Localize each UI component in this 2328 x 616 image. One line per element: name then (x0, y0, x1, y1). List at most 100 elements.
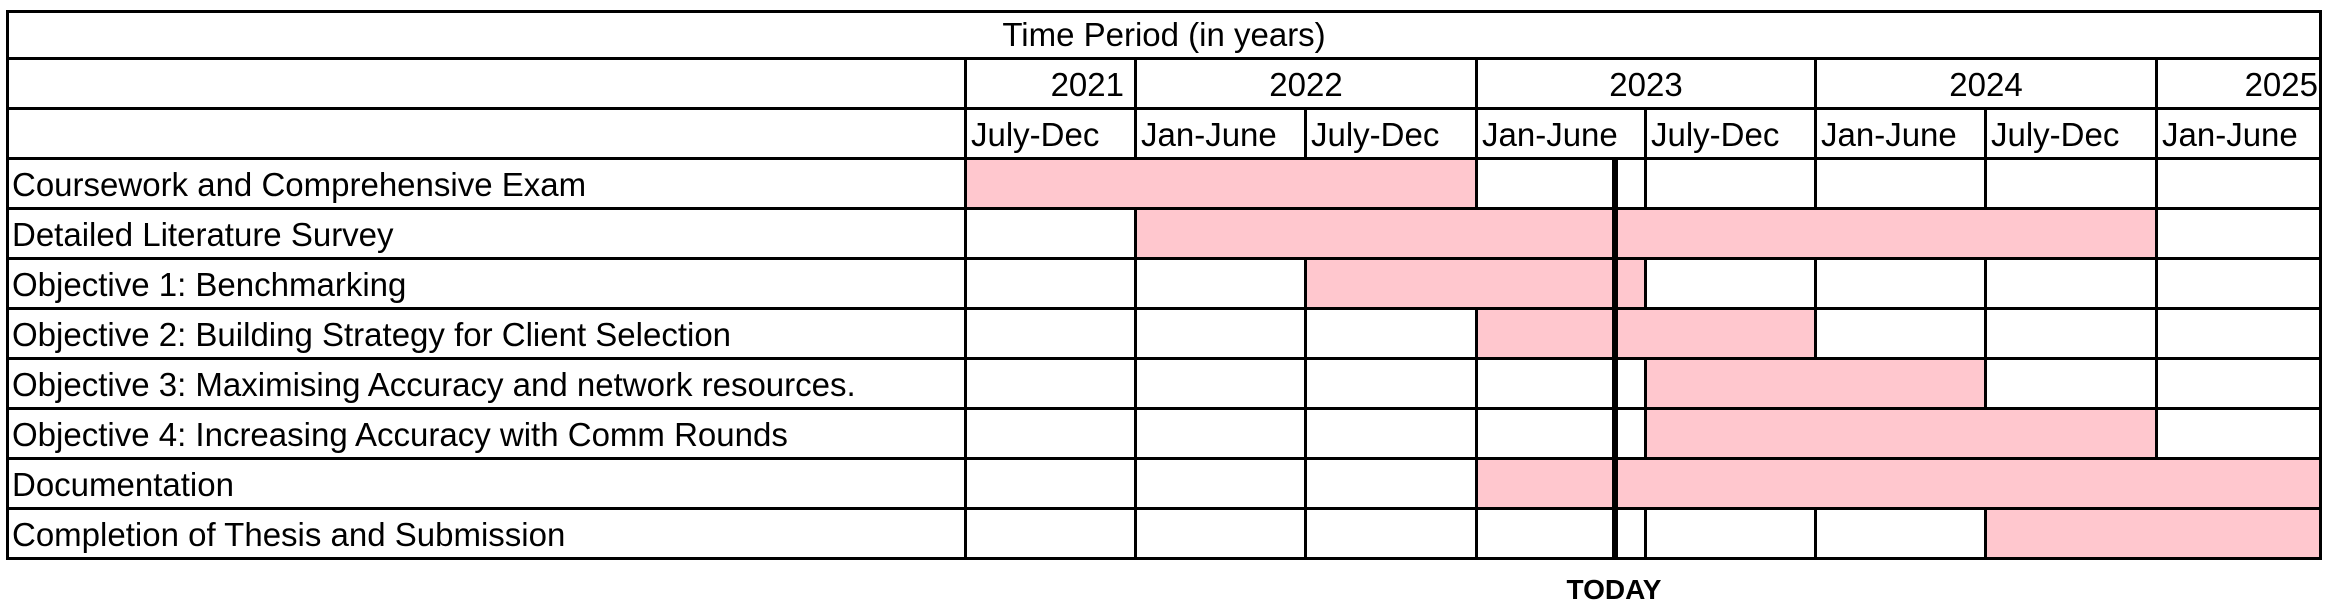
year-cell-2025: 2025 (2158, 60, 2322, 110)
period-label: Jan-June (1482, 116, 1618, 153)
year-row-blank-cell (6, 60, 967, 110)
empty-cell (967, 210, 1137, 260)
empty-cell (1137, 310, 1307, 360)
empty-cell (1817, 260, 1987, 310)
gantt-bar-segment (1987, 410, 2158, 460)
gantt-bar-segment (1137, 160, 1307, 210)
gantt-bar-segment (1478, 460, 1647, 510)
gantt-bar-segment (1987, 460, 2158, 510)
empty-cell (1647, 260, 1817, 310)
empty-cell (1307, 360, 1478, 410)
today-label: TODAY (1566, 574, 1662, 605)
task-label-cell: Objective 3: Maximising Accuracy and net… (6, 360, 967, 410)
period-row-blank-cell (6, 110, 967, 160)
task-label: Objective 1: Benchmarking (12, 266, 407, 303)
gantt-bar-segment (967, 160, 1137, 210)
task-label: Objective 3: Maximising Accuracy and net… (12, 366, 856, 403)
empty-cell (1137, 510, 1307, 560)
empty-cell (1478, 160, 1647, 210)
task-label: Detailed Literature Survey (12, 216, 394, 253)
gantt-bar-segment (1307, 210, 1478, 260)
period-cell: July-Dec (967, 110, 1137, 160)
period-cell: July-Dec (1307, 110, 1478, 160)
empty-cell (967, 360, 1137, 410)
period-cell: July-Dec (1647, 110, 1817, 160)
empty-cell (1137, 360, 1307, 410)
empty-cell (2158, 360, 2322, 410)
gantt-bar-segment (2158, 510, 2322, 560)
period-label: Jan-June (1821, 116, 1957, 153)
task-label-cell: Objective 2: Building Strategy for Clien… (6, 310, 967, 360)
empty-cell (1817, 310, 1987, 360)
task-label-cell: Completion of Thesis and Submission (6, 510, 967, 560)
task-label-cell: Objective 4: Increasing Accuracy with Co… (6, 410, 967, 460)
empty-cell (1478, 510, 1647, 560)
empty-cell (2158, 260, 2322, 310)
empty-cell (1987, 160, 2158, 210)
gantt-bar-segment (1647, 310, 1817, 360)
empty-cell (1137, 260, 1307, 310)
empty-cell (1137, 410, 1307, 460)
gantt-bar-segment (1647, 210, 1817, 260)
task-label: Completion of Thesis and Submission (12, 516, 566, 553)
empty-cell (1307, 460, 1478, 510)
header-title: Time Period (in years) (1002, 16, 1326, 53)
gantt-bar-segment (1817, 460, 1987, 510)
empty-cell (967, 260, 1137, 310)
year-cell-2024: 2024 (1817, 60, 2158, 110)
gantt-bar-segment (1137, 210, 1307, 260)
task-label: Objective 4: Increasing Accuracy with Co… (12, 416, 788, 453)
year-cell-2021: 2021 (967, 60, 1137, 110)
period-label: July-Dec (1651, 116, 1780, 153)
year-label: 2021 (1050, 66, 1124, 103)
task-label-cell: Documentation (6, 460, 967, 510)
empty-cell (1987, 260, 2158, 310)
gantt-bar-segment (1307, 160, 1478, 210)
period-cell: Jan-June (1817, 110, 1987, 160)
task-label: Documentation (12, 466, 234, 503)
empty-cell (1307, 510, 1478, 560)
period-label: July-Dec (1311, 116, 1440, 153)
empty-cell (967, 510, 1137, 560)
period-cell: Jan-June (2158, 110, 2322, 160)
empty-cell (967, 460, 1137, 510)
empty-cell (1647, 510, 1817, 560)
gantt-chart: Time Period (in years) 2021 2022 2023 2024 20… (6, 10, 2322, 560)
gantt-bar-segment (1647, 410, 1817, 460)
gantt-bar-segment (1647, 460, 1817, 510)
gantt-bar-segment (1307, 260, 1478, 310)
empty-cell (1647, 160, 1817, 210)
task-label: Coursework and Comprehensive Exam (12, 166, 587, 203)
period-cell: July-Dec (1987, 110, 2158, 160)
year-label: 2024 (1949, 66, 2023, 103)
task-label-cell: Objective 1: Benchmarking (6, 260, 967, 310)
empty-cell (2158, 160, 2322, 210)
year-cell-2022: 2022 (1137, 60, 1478, 110)
empty-cell (1137, 460, 1307, 510)
period-label: Jan-June (2162, 116, 2298, 153)
task-label: Objective 2: Building Strategy for Clien… (12, 316, 732, 353)
empty-cell (1307, 310, 1478, 360)
gantt-bar-segment (1647, 360, 1817, 410)
gantt-bar-segment (1817, 210, 1987, 260)
empty-cell (1817, 160, 1987, 210)
year-label: 2025 (2244, 66, 2318, 103)
period-label: July-Dec (971, 116, 1100, 153)
gantt-bar-segment (1817, 410, 1987, 460)
empty-cell (1817, 510, 1987, 560)
empty-cell (2158, 310, 2322, 360)
gantt-bar-segment (1478, 310, 1647, 360)
year-cell-2023: 2023 (1478, 60, 1817, 110)
empty-cell (1987, 360, 2158, 410)
gantt-bar-segment (1987, 510, 2158, 560)
gantt-bar-segment (1987, 210, 2158, 260)
gantt-bar-segment (1478, 210, 1647, 260)
empty-cell (1478, 410, 1647, 460)
empty-cell (967, 310, 1137, 360)
empty-cell (2158, 210, 2322, 260)
header-title-cell: Time Period (in years) (6, 10, 2322, 60)
period-label: Jan-June (1141, 116, 1277, 153)
gantt-bar-segment (2158, 460, 2322, 510)
today-marker-line (1611, 160, 1618, 560)
year-label: 2022 (1269, 66, 1343, 103)
